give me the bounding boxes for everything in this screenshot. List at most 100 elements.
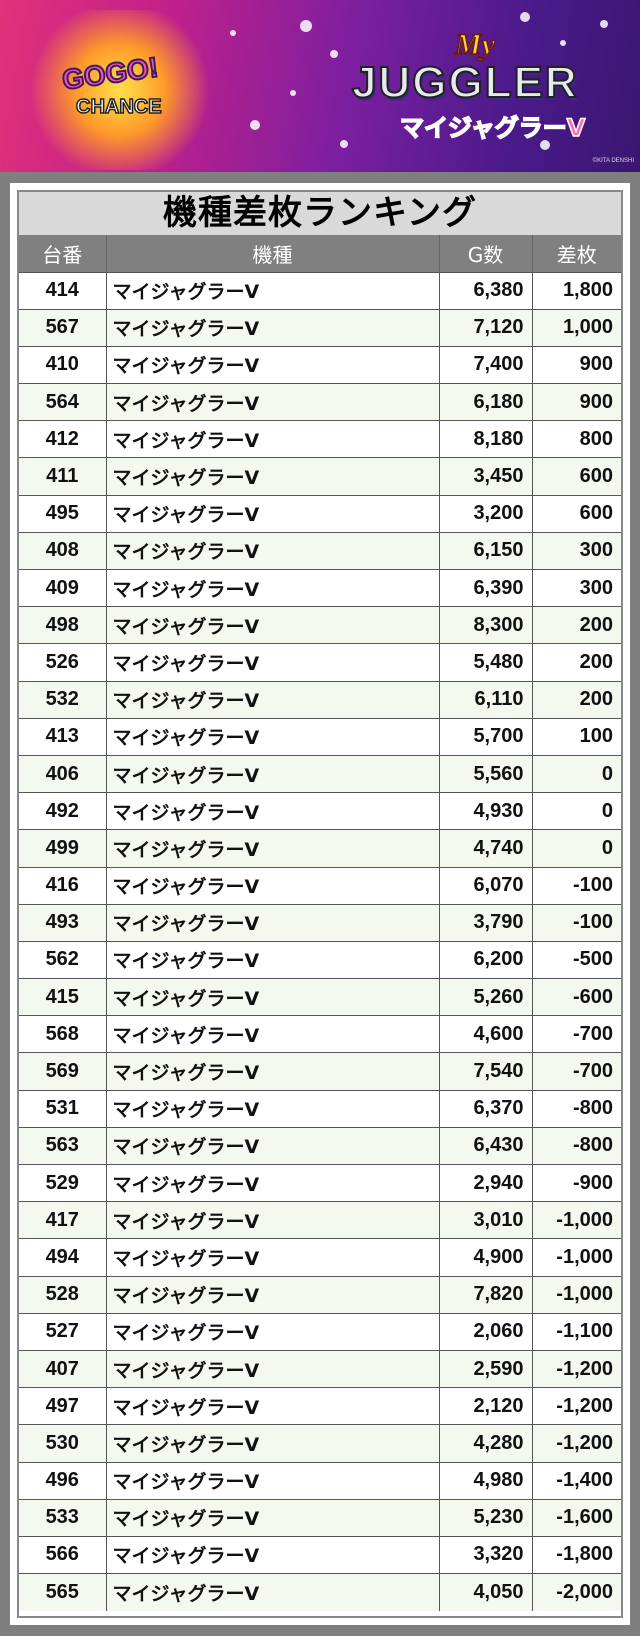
- table-row: 566 マイジャグラーV 3,320 -1,800: [19, 1535, 621, 1574]
- header-diff: 差枚: [532, 235, 621, 272]
- table-row: 563 マイジャグラーV 6,430 -800: [19, 1126, 621, 1165]
- cell-machine-type: マイジャグラーV: [106, 754, 440, 793]
- cell-games: 2,060: [439, 1312, 533, 1351]
- sparkle-decoration: [230, 30, 236, 36]
- table-row: 530 マイジャグラーV 4,280 -1,200: [19, 1424, 621, 1462]
- cell-games: 6,110: [439, 680, 533, 719]
- cell-machine-number: 413: [19, 717, 107, 756]
- cell-games: 6,180: [439, 383, 533, 421]
- cell-machine-type: マイジャグラーV: [106, 345, 440, 384]
- table-row: 567 マイジャグラーV 7,120 1,000: [19, 308, 621, 347]
- table-row: 568 マイジャグラーV 4,600 -700: [19, 1015, 621, 1053]
- table-row: 532 マイジャグラーV 6,110 200: [19, 680, 621, 719]
- cell-games: 3,320: [439, 1535, 533, 1574]
- cell-machine-type: マイジャグラーV: [106, 1349, 440, 1388]
- cell-games: 2,940: [439, 1163, 533, 1202]
- table-row: 569 マイジャグラーV 7,540 -700: [19, 1052, 621, 1091]
- cell-machine-type: マイジャグラーV: [106, 606, 440, 644]
- table-row: 496 マイジャグラーV 4,980 -1,400: [19, 1461, 621, 1500]
- cell-machine-number: 566: [19, 1535, 107, 1574]
- table-row: 412 マイジャグラーV 8,180 800: [19, 420, 621, 458]
- header-games: G数: [439, 235, 533, 272]
- sparkle-decoration: [250, 120, 260, 130]
- cell-diff: -1,200: [532, 1387, 621, 1425]
- cell-machine-number: 493: [19, 903, 107, 942]
- cell-diff: 100: [532, 717, 621, 756]
- table-row: 493 マイジャグラーV 3,790 -100: [19, 903, 621, 942]
- cell-games: 4,600: [439, 1015, 533, 1053]
- cell-machine-type: マイジャグラーV: [106, 1201, 440, 1239]
- table-row: 527 マイジャグラーV 2,060 -1,100: [19, 1312, 621, 1351]
- cell-diff: -700: [532, 1052, 621, 1091]
- cell-games: 2,120: [439, 1387, 533, 1425]
- cell-machine-number: 411: [19, 457, 107, 496]
- table-row: 416 マイジャグラーV 6,070 -100: [19, 866, 621, 905]
- cell-games: 4,930: [439, 792, 533, 830]
- cell-diff: 200: [532, 643, 621, 682]
- table-row: 406 マイジャグラーV 5,560 0: [19, 754, 621, 793]
- cell-machine-number: 569: [19, 1052, 107, 1091]
- cell-diff: -1,400: [532, 1461, 621, 1500]
- cell-machine-type: マイジャグラーV: [106, 1275, 440, 1314]
- cell-games: 3,200: [439, 494, 533, 533]
- cell-machine-number: 409: [19, 568, 107, 607]
- table-row: 417 マイジャグラーV 3,010 -1,000: [19, 1201, 621, 1239]
- cell-machine-number: 412: [19, 420, 107, 458]
- cell-diff: 0: [532, 829, 621, 867]
- cell-machine-number: 492: [19, 792, 107, 830]
- cell-machine-type: マイジャグラーV: [106, 457, 440, 496]
- cell-diff: -500: [532, 940, 621, 979]
- table-row: 494 マイジャグラーV 4,900 -1,000: [19, 1238, 621, 1277]
- cell-machine-number: 408: [19, 531, 107, 570]
- cell-machine-number: 528: [19, 1275, 107, 1314]
- table-row: 414 マイジャグラーV 6,380 1,800: [19, 271, 621, 310]
- cell-diff: -700: [532, 1015, 621, 1053]
- cell-machine-number: 562: [19, 940, 107, 979]
- cell-machine-number: 568: [19, 1015, 107, 1053]
- my-logo: My: [454, 27, 496, 62]
- cell-machine-type: マイジャグラーV: [106, 978, 440, 1016]
- cell-machine-type: マイジャグラーV: [106, 1238, 440, 1277]
- table-row: 409 マイジャグラーV 6,390 300: [19, 568, 621, 607]
- cell-machine-type: マイジャグラーV: [106, 1573, 440, 1611]
- table-row: 410 マイジャグラーV 7,400 900: [19, 345, 621, 384]
- sparkle-decoration: [290, 90, 296, 96]
- cell-games: 4,900: [439, 1238, 533, 1277]
- cell-machine-number: 567: [19, 308, 107, 347]
- cell-machine-type: マイジャグラーV: [106, 643, 440, 682]
- burst-decoration: [20, 10, 220, 170]
- sparkle-decoration: [300, 20, 312, 32]
- cell-machine-type: マイジャグラーV: [106, 680, 440, 719]
- cell-games: 6,070: [439, 866, 533, 905]
- table-row: 411 マイジャグラーV 3,450 600: [19, 457, 621, 496]
- header-machine-number: 台番: [19, 235, 107, 272]
- table-row: 564 マイジャグラーV 6,180 900: [19, 383, 621, 421]
- sparkle-decoration: [560, 40, 566, 46]
- cell-machine-number: 417: [19, 1201, 107, 1239]
- cell-machine-number: 406: [19, 754, 107, 793]
- sparkle-decoration: [540, 140, 550, 150]
- cell-machine-type: マイジャグラーV: [106, 1163, 440, 1202]
- cell-machine-type: マイジャグラーV: [106, 271, 440, 310]
- cell-machine-type: マイジャグラーV: [106, 1126, 440, 1165]
- cell-games: 6,430: [439, 1126, 533, 1165]
- cell-machine-type: マイジャグラーV: [106, 1424, 440, 1462]
- cell-machine-type: マイジャグラーV: [106, 308, 440, 347]
- table-row: 408 マイジャグラーV 6,150 300: [19, 531, 621, 570]
- cell-machine-number: 530: [19, 1424, 107, 1462]
- cell-machine-number: 564: [19, 383, 107, 421]
- cell-games: 3,450: [439, 457, 533, 496]
- cell-diff: -1,100: [532, 1312, 621, 1351]
- cell-machine-number: 416: [19, 866, 107, 905]
- cell-diff: 1,000: [532, 308, 621, 347]
- cell-games: 4,280: [439, 1424, 533, 1462]
- table-row: 492 マイジャグラーV 4,930 0: [19, 792, 621, 830]
- cell-games: 6,370: [439, 1089, 533, 1128]
- cell-games: 2,590: [439, 1349, 533, 1388]
- cell-machine-number: 494: [19, 1238, 107, 1277]
- cell-diff: -600: [532, 978, 621, 1016]
- cell-diff: 0: [532, 792, 621, 830]
- table-row: 529 マイジャグラーV 2,940 -900: [19, 1163, 621, 1202]
- copyright: ©KITA DENSHI: [592, 158, 634, 164]
- juggler-logo: JUGGLER: [351, 57, 579, 108]
